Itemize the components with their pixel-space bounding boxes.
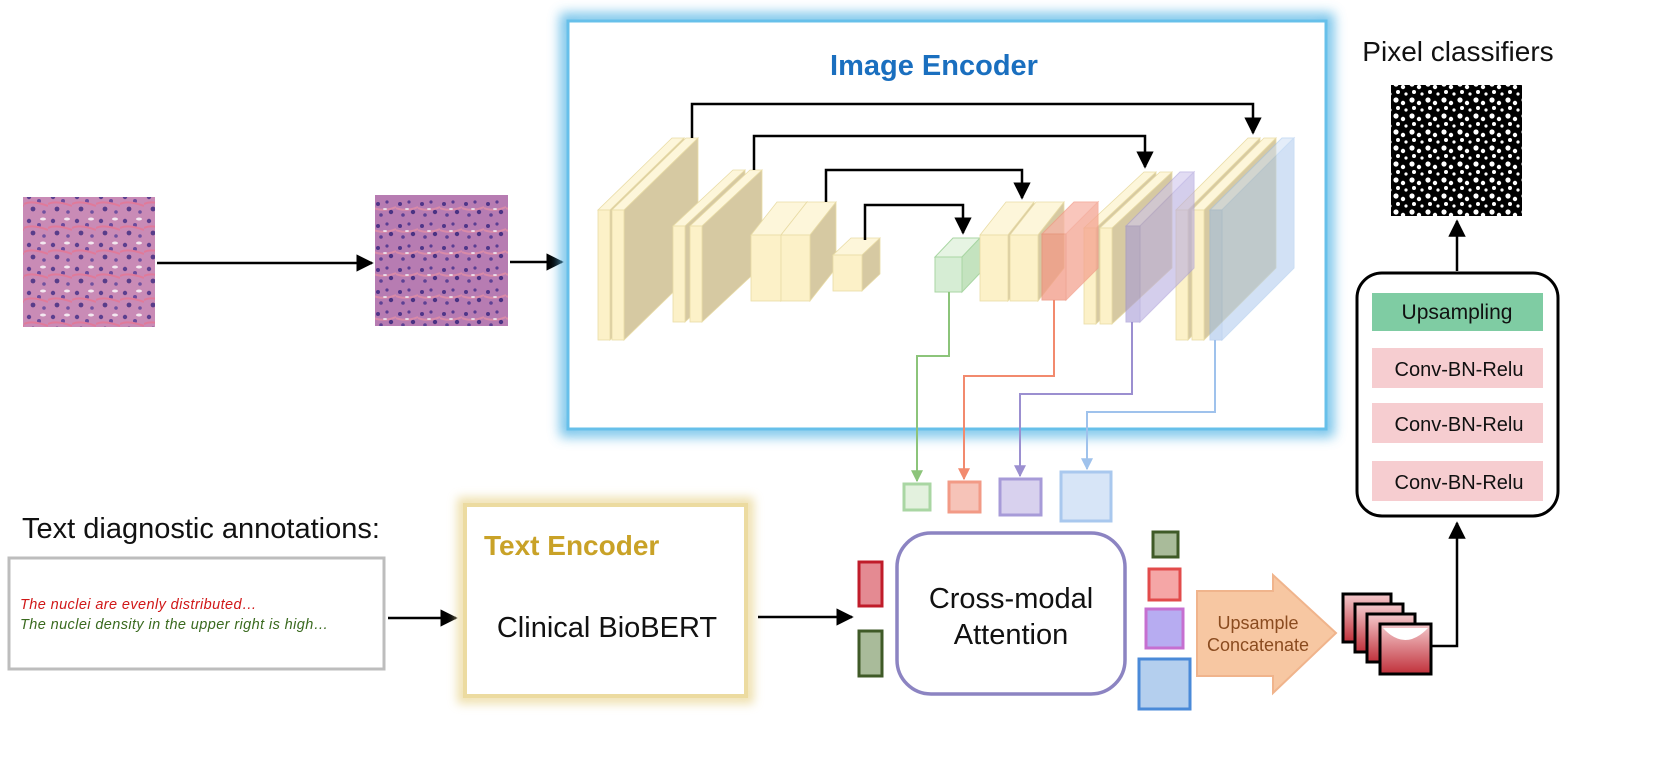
conv-bn-relu-label-1: Conv-BN-Relu [1395, 359, 1524, 381]
purple-feature-line [1014, 322, 1133, 478]
text-token-red [857, 560, 884, 608]
skip-connections [690, 102, 1262, 240]
augmented-histology-image [375, 195, 508, 326]
output-token-green [1151, 530, 1180, 559]
conv-bn-relu-label-2: Conv-BN-Relu [1395, 414, 1524, 436]
cross-modal-line-1: Cross-modal [929, 583, 1093, 615]
red-feature-line [958, 300, 1055, 481]
concatenate-label: Concatenate [1207, 635, 1309, 655]
encoder-block-3 [750, 200, 837, 303]
text-encoder-title: Text Encoder [484, 530, 659, 561]
annotations-box [7, 556, 386, 671]
image-encoder-title: Image Encoder [830, 50, 1038, 82]
output-token-blue [1137, 657, 1192, 711]
image-token-red [947, 480, 982, 514]
pixel-classifier-panel [1355, 271, 1560, 518]
conv-bn-relu-layer-2 [1372, 403, 1543, 443]
bottleneck-block [933, 236, 982, 294]
concatenated-feature-stack [1341, 592, 1433, 676]
feature-overlay-blue [1208, 136, 1296, 342]
conv-bn-relu-layer-1 [1372, 348, 1543, 388]
cross-modal-line-2: Attention [954, 619, 1068, 651]
text-encoder-model: Clinical BioBERT [497, 612, 718, 644]
annotation-line-1: The nuclei are evenly distributed… [20, 597, 257, 613]
green-feature-line [911, 292, 950, 483]
text-token-green [857, 629, 884, 678]
annotation-line-2: The nuclei density in the upper right is… [20, 617, 329, 633]
output-token-red [1147, 567, 1182, 602]
upsample-label: Upsample [1217, 613, 1298, 633]
conv-bn-relu-label-3: Conv-BN-Relu [1395, 472, 1524, 494]
conv-bn-relu-layer-3 [1372, 461, 1543, 501]
image-token-blue [1059, 470, 1113, 523]
input-histology-image [23, 197, 155, 327]
annotations-title: Text diagnostic annotations: [22, 513, 380, 545]
upsampling-layer [1372, 293, 1543, 331]
cross-modal-attention-box [895, 531, 1127, 696]
pixel-classifiers-title: Pixel classifiers [1362, 36, 1553, 67]
image-token-green [902, 482, 932, 512]
upsample-concatenate-arrow [1196, 572, 1338, 696]
arrow-stack-to-classifier [1431, 521, 1466, 648]
feature-overlay-red [1040, 200, 1100, 302]
encoder-block-2 [671, 169, 764, 323]
image-token-purple [998, 477, 1043, 517]
encoder-blocks [597, 137, 882, 341]
segmentation-mask-image [1391, 85, 1522, 216]
text-encoder-box [457, 497, 754, 704]
output-token-purple [1144, 607, 1185, 650]
feature-overlay-purple [1124, 170, 1196, 324]
upsampling-label: Upsampling [1402, 301, 1513, 324]
blue-feature-line [1081, 340, 1216, 471]
encoder-block-4 [831, 237, 882, 292]
